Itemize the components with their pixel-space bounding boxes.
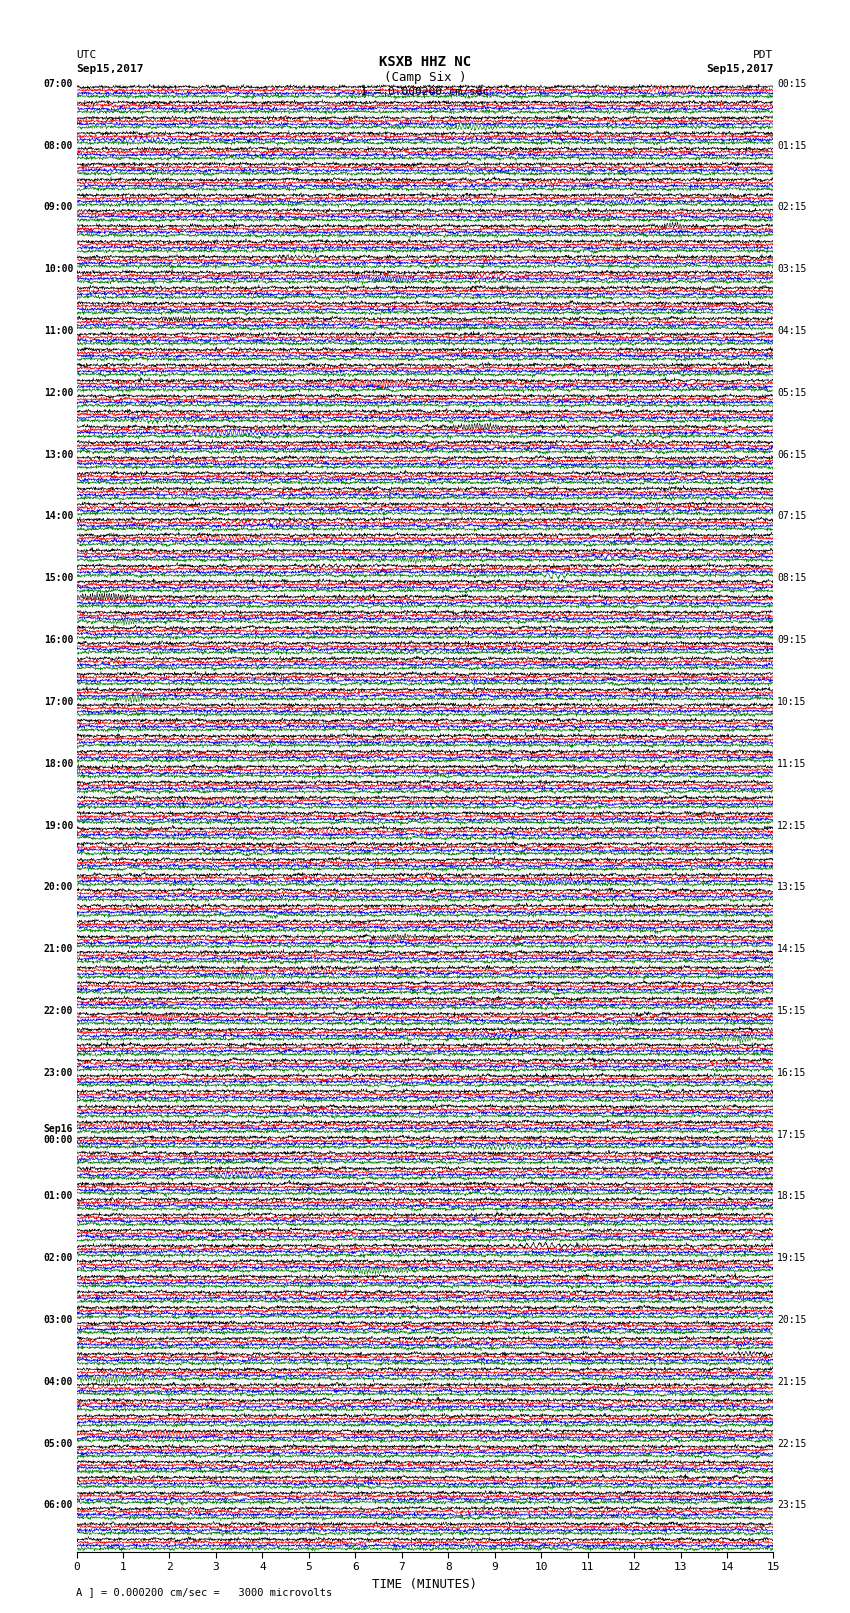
Text: 13:00: 13:00: [43, 450, 73, 460]
Text: 16:00: 16:00: [43, 636, 73, 645]
Text: 09:00: 09:00: [43, 203, 73, 213]
Text: 02:00: 02:00: [43, 1253, 73, 1263]
Text: 21:00: 21:00: [43, 944, 73, 955]
Text: 18:15: 18:15: [777, 1192, 807, 1202]
Text: 03:00: 03:00: [43, 1315, 73, 1324]
Text: 00:15: 00:15: [777, 79, 807, 89]
Text: 10:15: 10:15: [777, 697, 807, 706]
Text: 16:15: 16:15: [777, 1068, 807, 1077]
Text: 15:00: 15:00: [43, 573, 73, 584]
Text: 18:00: 18:00: [43, 758, 73, 769]
Text: 14:15: 14:15: [777, 944, 807, 955]
X-axis label: TIME (MINUTES): TIME (MINUTES): [372, 1578, 478, 1590]
Text: 11:00: 11:00: [43, 326, 73, 336]
Text: 06:15: 06:15: [777, 450, 807, 460]
Text: 11:15: 11:15: [777, 758, 807, 769]
Text: Sep16
00:00: Sep16 00:00: [43, 1124, 73, 1145]
Text: 09:15: 09:15: [777, 636, 807, 645]
Text: 04:00: 04:00: [43, 1378, 73, 1387]
Text: PDT: PDT: [753, 50, 774, 60]
Text: 22:00: 22:00: [43, 1007, 73, 1016]
Text: 20:00: 20:00: [43, 882, 73, 892]
Text: KSXB HHZ NC: KSXB HHZ NC: [379, 55, 471, 69]
Text: UTC: UTC: [76, 50, 97, 60]
Text: 01:00: 01:00: [43, 1192, 73, 1202]
Text: 03:15: 03:15: [777, 265, 807, 274]
Text: 17:00: 17:00: [43, 697, 73, 706]
Text: 19:15: 19:15: [777, 1253, 807, 1263]
Text: 08:15: 08:15: [777, 573, 807, 584]
Text: 07:15: 07:15: [777, 511, 807, 521]
Text: 23:00: 23:00: [43, 1068, 73, 1077]
Text: 10:00: 10:00: [43, 265, 73, 274]
Text: 07:00: 07:00: [43, 79, 73, 89]
Text: 06:00: 06:00: [43, 1500, 73, 1510]
Text: 20:15: 20:15: [777, 1315, 807, 1324]
Text: 08:00: 08:00: [43, 140, 73, 150]
Text: 02:15: 02:15: [777, 203, 807, 213]
Text: 17:15: 17:15: [777, 1129, 807, 1139]
Text: I = 0.000200 cm/sec: I = 0.000200 cm/sec: [361, 87, 489, 97]
Text: 04:15: 04:15: [777, 326, 807, 336]
Text: 19:00: 19:00: [43, 821, 73, 831]
Text: (Camp Six ): (Camp Six ): [383, 71, 467, 84]
Text: 12:15: 12:15: [777, 821, 807, 831]
Text: 05:15: 05:15: [777, 387, 807, 398]
Text: 12:00: 12:00: [43, 387, 73, 398]
Text: 01:15: 01:15: [777, 140, 807, 150]
Text: 13:15: 13:15: [777, 882, 807, 892]
Text: 05:00: 05:00: [43, 1439, 73, 1448]
Text: 23:15: 23:15: [777, 1500, 807, 1510]
Text: 14:00: 14:00: [43, 511, 73, 521]
Text: Sep15,2017: Sep15,2017: [706, 65, 774, 74]
Text: 22:15: 22:15: [777, 1439, 807, 1448]
Text: Sep15,2017: Sep15,2017: [76, 65, 144, 74]
Text: A ] = 0.000200 cm/sec =   3000 microvolts: A ] = 0.000200 cm/sec = 3000 microvolts: [76, 1587, 332, 1597]
Text: 21:15: 21:15: [777, 1378, 807, 1387]
Text: 15:15: 15:15: [777, 1007, 807, 1016]
